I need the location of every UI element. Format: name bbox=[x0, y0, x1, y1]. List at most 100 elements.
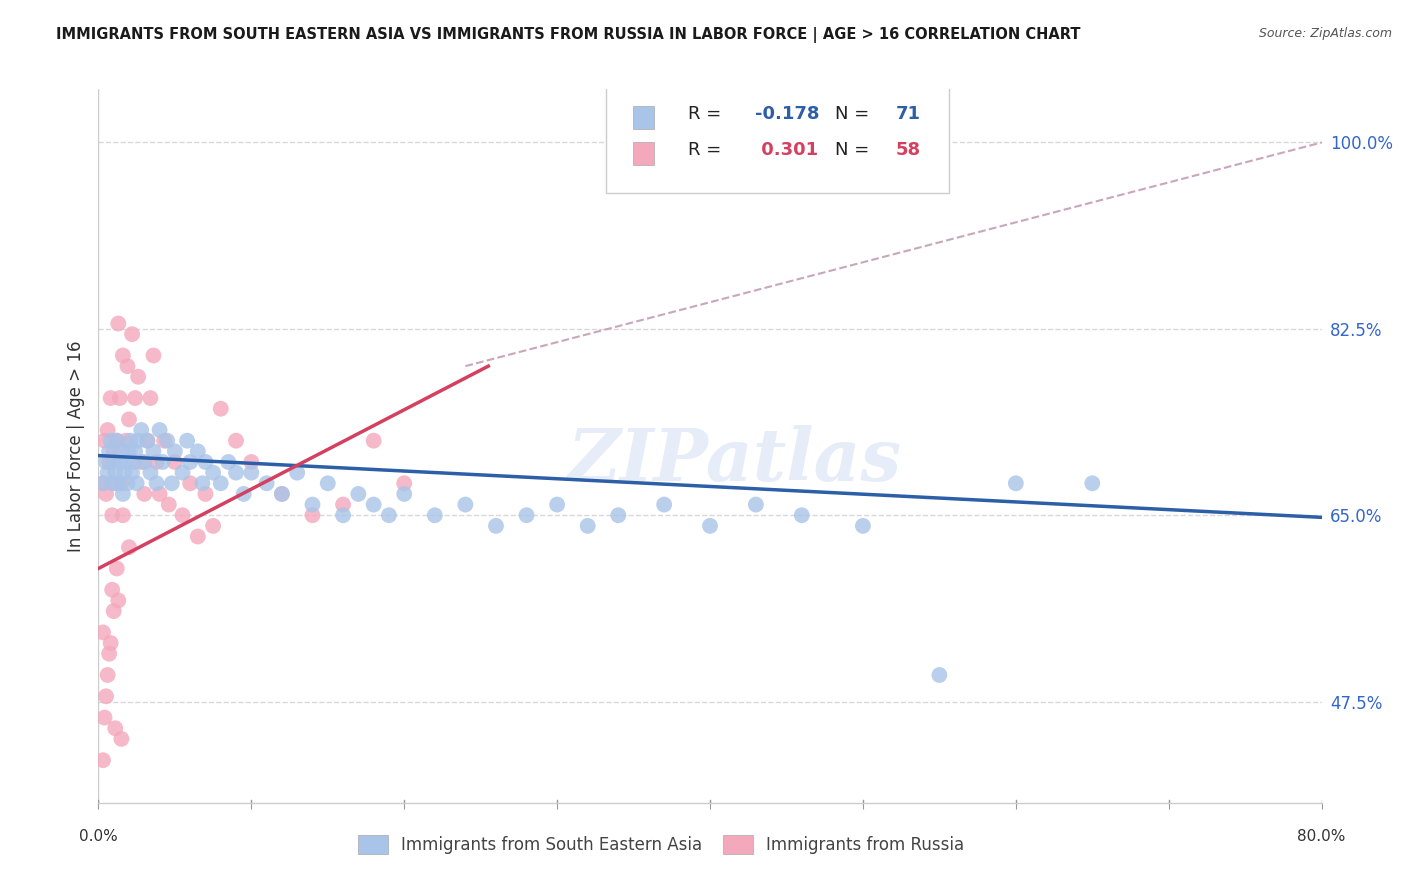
Point bbox=[115, 434, 138, 448]
Point bbox=[91, 753, 114, 767]
Point bbox=[105, 561, 128, 575]
Point bbox=[142, 349, 165, 363]
Point bbox=[105, 434, 128, 448]
Point bbox=[112, 466, 135, 480]
Point bbox=[124, 444, 146, 458]
Point bbox=[157, 498, 180, 512]
Point bbox=[149, 423, 172, 437]
Point bbox=[194, 487, 217, 501]
Point bbox=[105, 434, 128, 448]
Point bbox=[790, 508, 813, 523]
Point bbox=[118, 412, 141, 426]
Point bbox=[1081, 476, 1104, 491]
Point bbox=[163, 455, 186, 469]
Point bbox=[316, 476, 339, 491]
Text: 80.0%: 80.0% bbox=[1298, 830, 1346, 845]
Point bbox=[136, 434, 159, 448]
Point bbox=[217, 455, 239, 469]
Point bbox=[111, 349, 134, 363]
Point bbox=[117, 476, 139, 491]
Point bbox=[142, 444, 165, 458]
Point bbox=[194, 455, 217, 469]
Point bbox=[111, 487, 134, 501]
Point bbox=[179, 476, 201, 491]
Point bbox=[98, 455, 121, 469]
Point bbox=[516, 508, 538, 523]
Point bbox=[108, 455, 131, 469]
Point bbox=[94, 487, 117, 501]
Point bbox=[392, 487, 416, 501]
Point bbox=[546, 498, 568, 512]
Point bbox=[363, 434, 385, 448]
Point bbox=[100, 434, 122, 448]
Point bbox=[134, 487, 156, 501]
Point bbox=[108, 391, 131, 405]
Point bbox=[145, 455, 167, 469]
Point bbox=[163, 444, 186, 458]
Point bbox=[124, 391, 146, 405]
Point bbox=[110, 731, 132, 746]
Point bbox=[107, 476, 129, 491]
Point bbox=[145, 476, 167, 491]
Point bbox=[332, 498, 354, 512]
Point bbox=[187, 529, 209, 543]
Point bbox=[209, 401, 232, 416]
Point bbox=[120, 434, 142, 448]
Point bbox=[104, 476, 127, 491]
Point bbox=[91, 625, 114, 640]
Point bbox=[172, 508, 194, 523]
Point bbox=[117, 359, 139, 373]
Point bbox=[191, 476, 214, 491]
Point bbox=[176, 434, 198, 448]
Y-axis label: In Labor Force | Age > 16: In Labor Force | Age > 16 bbox=[66, 340, 84, 552]
Point bbox=[423, 508, 446, 523]
Point bbox=[100, 391, 122, 405]
Point bbox=[156, 434, 179, 448]
Point bbox=[103, 444, 125, 458]
Point bbox=[332, 508, 354, 523]
Point bbox=[209, 476, 232, 491]
Point bbox=[270, 487, 292, 501]
Point bbox=[134, 455, 156, 469]
FancyBboxPatch shape bbox=[606, 86, 949, 193]
Point bbox=[97, 668, 120, 682]
Point bbox=[607, 508, 630, 523]
Point bbox=[110, 476, 132, 491]
Point bbox=[232, 487, 254, 501]
Point bbox=[270, 487, 292, 501]
Point bbox=[107, 593, 129, 607]
Point bbox=[101, 582, 124, 597]
Point bbox=[127, 434, 149, 448]
Point bbox=[94, 455, 117, 469]
Point bbox=[225, 434, 247, 448]
Point bbox=[301, 508, 323, 523]
Point bbox=[97, 423, 120, 437]
Point bbox=[94, 690, 117, 704]
Point bbox=[225, 466, 247, 480]
Point bbox=[699, 519, 721, 533]
Point bbox=[852, 519, 875, 533]
Text: R =: R = bbox=[688, 141, 727, 159]
Point bbox=[187, 444, 209, 458]
Text: IMMIGRANTS FROM SOUTH EASTERN ASIA VS IMMIGRANTS FROM RUSSIA IN LABOR FORCE | AG: IMMIGRANTS FROM SOUTH EASTERN ASIA VS IM… bbox=[56, 27, 1081, 43]
Point bbox=[98, 647, 121, 661]
Point bbox=[93, 710, 115, 724]
Point bbox=[104, 721, 127, 735]
Point bbox=[101, 508, 124, 523]
Text: 58: 58 bbox=[896, 141, 921, 159]
Text: R =: R = bbox=[688, 105, 727, 123]
Point bbox=[240, 466, 263, 480]
Point bbox=[392, 476, 416, 491]
Point bbox=[202, 519, 225, 533]
Point bbox=[93, 434, 115, 448]
Legend: Immigrants from South Eastern Asia, Immigrants from Russia: Immigrants from South Eastern Asia, Immi… bbox=[350, 826, 973, 863]
Point bbox=[152, 455, 174, 469]
Point bbox=[122, 455, 145, 469]
Point bbox=[118, 540, 141, 554]
Text: 71: 71 bbox=[896, 105, 921, 123]
Point bbox=[160, 476, 183, 491]
Point bbox=[97, 466, 120, 480]
Point bbox=[153, 434, 176, 448]
Point bbox=[110, 444, 132, 458]
Point bbox=[91, 476, 114, 491]
